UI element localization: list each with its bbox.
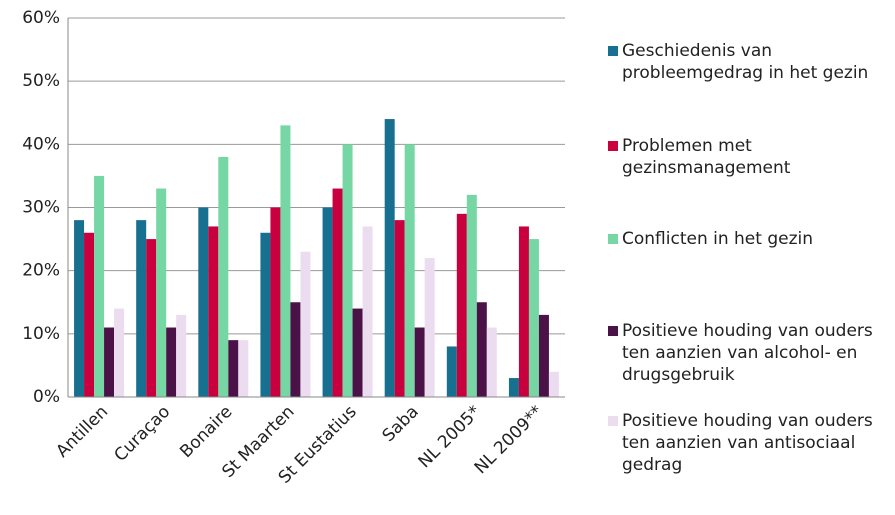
legend-swatch [608, 234, 618, 244]
bar [176, 314, 187, 397]
legend-entry: Positieve houding van ouders ten aanzien… [608, 410, 893, 476]
x-tick-label: Bonaire [176, 402, 236, 462]
bar [238, 340, 249, 397]
bar [424, 258, 435, 397]
bar [456, 213, 467, 397]
bar [136, 220, 147, 397]
y-tick-label: 10% [22, 324, 60, 344]
bar [518, 226, 529, 397]
bar [446, 346, 457, 397]
bar [394, 220, 405, 397]
bar [466, 194, 477, 397]
x-tick-label: Curaçao [110, 402, 174, 466]
bar [270, 207, 281, 397]
legend-entry: Positieve houding van ouders ten aanzien… [608, 320, 893, 386]
bar [508, 378, 519, 397]
bar [332, 188, 343, 397]
legend-label: Conflicten in het gezin [622, 229, 814, 249]
bar [476, 302, 487, 397]
bar [260, 232, 271, 397]
y-tick-label: 60% [22, 8, 60, 28]
bar [84, 232, 95, 397]
bar [74, 220, 85, 397]
bar [94, 175, 105, 397]
legend-swatch [608, 46, 618, 56]
bar [414, 327, 425, 397]
legend-label: Problemen met gezinsmanagement [622, 136, 791, 178]
y-tick-label: 0% [33, 387, 60, 407]
y-tick-label: 50% [22, 71, 60, 91]
bar [280, 125, 291, 397]
legend-swatch [608, 141, 618, 151]
bar [322, 207, 333, 397]
bar [300, 251, 311, 397]
bar [548, 371, 559, 397]
legend-swatch [608, 416, 618, 426]
legend-entry: Problemen met gezinsmanagement [608, 135, 893, 179]
y-tick-label: 40% [22, 134, 60, 154]
x-tick-label: Saba [379, 402, 423, 446]
bar [104, 327, 115, 397]
legend-swatch [608, 326, 618, 336]
bar [342, 144, 353, 397]
bar [218, 156, 229, 397]
bar [352, 308, 363, 397]
bar [486, 327, 497, 397]
legend-label: Positieve houding van ouders ten aanzien… [622, 411, 873, 475]
bar [528, 239, 539, 397]
y-tick-label: 20% [22, 261, 60, 281]
bar [538, 314, 549, 397]
legend-entry: Conflicten in het gezin [608, 228, 893, 250]
x-tick-label: Antillen [52, 402, 112, 462]
bar [228, 340, 239, 397]
bar [198, 207, 209, 397]
legend-entry: Geschiedenis van probleemgedrag in het g… [608, 40, 893, 84]
bar [362, 226, 373, 397]
y-tick-label: 30% [22, 198, 60, 218]
bar [208, 226, 219, 397]
bar [404, 144, 415, 397]
bar [384, 119, 395, 398]
bar [146, 239, 157, 397]
bar [114, 308, 125, 397]
bar [290, 302, 301, 397]
legend-label: Geschiedenis van probleemgedrag in het g… [622, 41, 869, 83]
bar [156, 188, 167, 397]
bar [166, 327, 177, 397]
legend-label: Positieve houding van ouders ten aanzien… [622, 321, 873, 385]
